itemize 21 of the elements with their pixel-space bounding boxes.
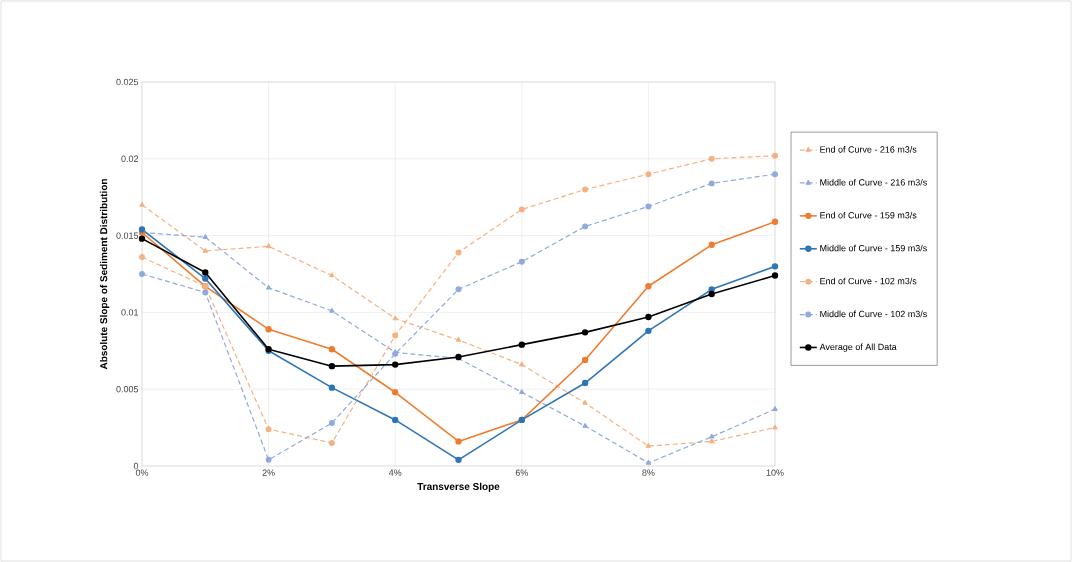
y-tick-label: 0.025 bbox=[116, 78, 139, 86]
x-tick-label: 6% bbox=[515, 469, 528, 476]
x-tick-label: 0% bbox=[135, 469, 149, 476]
x-tick-label: 4% bbox=[388, 469, 402, 476]
x-tick-label: 8% bbox=[642, 469, 655, 476]
legend-label: End of Curve - 216 m3/s bbox=[820, 146, 917, 153]
y-tick-label: 0.015 bbox=[116, 232, 139, 239]
x-tick-label: 2% bbox=[262, 469, 275, 476]
legend-label: Middle of Curve - 159 m3/s bbox=[820, 244, 927, 252]
legend-label: End of Curve - 102 m3/s bbox=[820, 277, 917, 285]
legend-label: Middle of Curve - 102 m3/s bbox=[820, 310, 927, 318]
legend-label: Average of All Data bbox=[819, 343, 897, 352]
legend-label: Middle of Curve - 216 m3/s bbox=[820, 178, 927, 186]
y-tick-label: 0.01 bbox=[121, 309, 139, 316]
legend-label: End of Curve - 159 m3/s bbox=[820, 211, 917, 219]
x-tick-label: 10% bbox=[766, 469, 784, 476]
y-tick-label: 0 bbox=[133, 462, 139, 470]
y-tick-label: 0.005 bbox=[116, 386, 139, 393]
y-axis-title: Absolute Slope of Sediment Distribution bbox=[99, 179, 110, 370]
y-tick-label: 0.02 bbox=[121, 155, 139, 162]
x-axis-title: Transverse Slope bbox=[417, 482, 500, 492]
